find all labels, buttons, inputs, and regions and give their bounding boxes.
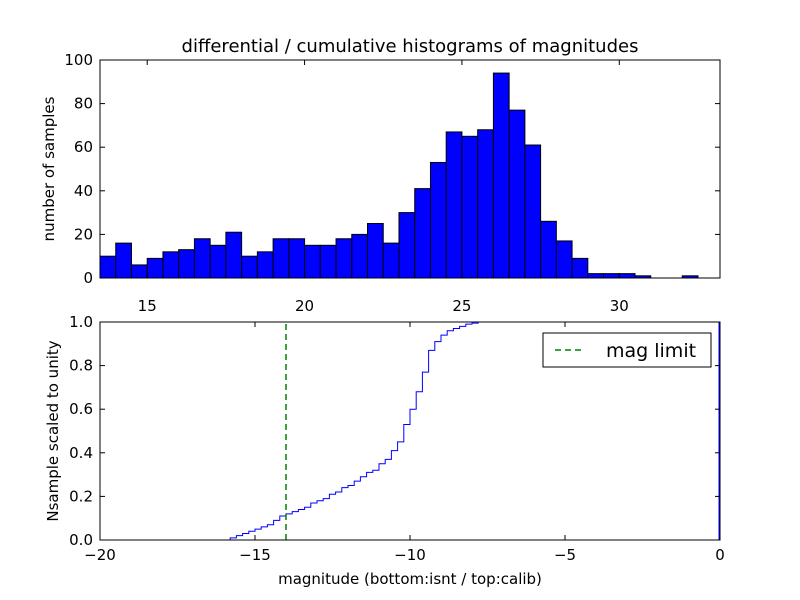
bottom-x-axis-label: magnitude (bottom:isnt / top:calib) xyxy=(278,570,542,588)
histogram-bar xyxy=(524,144,542,279)
histogram-bar xyxy=(351,233,369,279)
histogram-bar xyxy=(492,72,510,279)
histogram-bar xyxy=(162,251,180,279)
histogram-bar xyxy=(398,212,416,279)
histogram-bar xyxy=(477,129,494,279)
histogram-bar xyxy=(272,238,290,279)
histogram-bar xyxy=(130,264,148,279)
top-plot-frame xyxy=(99,59,721,279)
cumulative-series xyxy=(100,321,720,541)
histogram-bar xyxy=(193,238,211,279)
histogram-bar xyxy=(304,244,321,279)
legend-mag-limit-label: mag limit xyxy=(606,340,696,362)
histogram-bar xyxy=(414,188,431,279)
top-y-tick-label: 40 xyxy=(74,182,93,200)
histogram-bar xyxy=(571,257,589,279)
bottom-x-tick-label: −15 xyxy=(239,546,271,564)
histogram-bar xyxy=(256,251,274,279)
histogram-bar xyxy=(461,135,479,279)
bottom-y-tick-label: 0.8 xyxy=(69,357,93,375)
histogram-bar xyxy=(99,255,117,279)
top-x-tick-label: 25 xyxy=(452,297,471,315)
bottom-y-tick-label: 0.2 xyxy=(69,487,93,505)
bottom-axis-ticks: −20 −15 −10 −5 0 0.0 0.2 0.4 0.6 0.8 1.0 xyxy=(69,313,725,564)
bottom-x-tick-label: −20 xyxy=(84,546,116,564)
top-x-tick-label: 15 xyxy=(138,297,157,315)
histogram-bar xyxy=(146,257,164,279)
bottom-y-tick-label: 0.6 xyxy=(69,400,93,418)
histogram-bar xyxy=(445,131,463,279)
histogram-bar xyxy=(540,220,557,279)
bottom-y-axis-label: Nsample scaled to unity xyxy=(44,340,62,521)
top-y-axis-label: number of samples xyxy=(40,96,58,241)
bottom-y-tick-label: 0.0 xyxy=(69,531,93,549)
histogram-bar xyxy=(367,223,384,279)
top-x-tick-label: 20 xyxy=(295,297,314,315)
cumulative-step-line xyxy=(100,321,720,541)
top-y-tick-label: 100 xyxy=(64,51,93,69)
histogram-bar xyxy=(241,255,258,279)
top-y-tick-label: 20 xyxy=(74,225,93,243)
bottom-x-tick-label: −10 xyxy=(394,546,426,564)
histogram-bar xyxy=(319,244,337,279)
histogram-bar xyxy=(225,231,243,279)
top-y-tick-label: 80 xyxy=(74,95,93,113)
histogram-bar xyxy=(335,238,353,279)
top-y-tick-label: 60 xyxy=(74,138,93,156)
bottom-y-tick-label: 1.0 xyxy=(69,313,93,331)
histogram-bar xyxy=(587,273,605,279)
bottom-x-tick-label: −5 xyxy=(554,546,576,564)
histogram-bar xyxy=(555,240,573,279)
bottom-plot-frame xyxy=(99,321,721,541)
top-y-tick-label: 0 xyxy=(83,269,93,287)
histogram-bar xyxy=(429,161,447,279)
histogram-bars xyxy=(99,72,699,279)
histogram-bar xyxy=(178,249,195,279)
top-x-tick-label: 30 xyxy=(610,297,629,315)
legend: mag limit xyxy=(542,332,712,368)
top-histogram-panel: differential / cumulative histograms of … xyxy=(40,36,721,315)
histogram-bar xyxy=(209,244,227,279)
histogram-bar xyxy=(382,242,400,279)
histogram-bar xyxy=(508,109,526,279)
histogram-bar xyxy=(618,273,636,279)
bottom-cumulative-panel: magnitude (bottom:isnt / top:calib) Nsam… xyxy=(44,313,725,588)
chart-title: differential / cumulative histograms of … xyxy=(182,36,639,57)
histogram-bar xyxy=(288,238,306,279)
histogram-bar xyxy=(115,242,132,279)
bottom-y-tick-label: 0.4 xyxy=(69,444,93,462)
top-axis-ticks: 15 20 25 30 0 20 40 60 80 100 xyxy=(64,51,720,315)
bottom-x-tick-label: 0 xyxy=(715,546,725,564)
histogram-bar xyxy=(603,273,620,279)
